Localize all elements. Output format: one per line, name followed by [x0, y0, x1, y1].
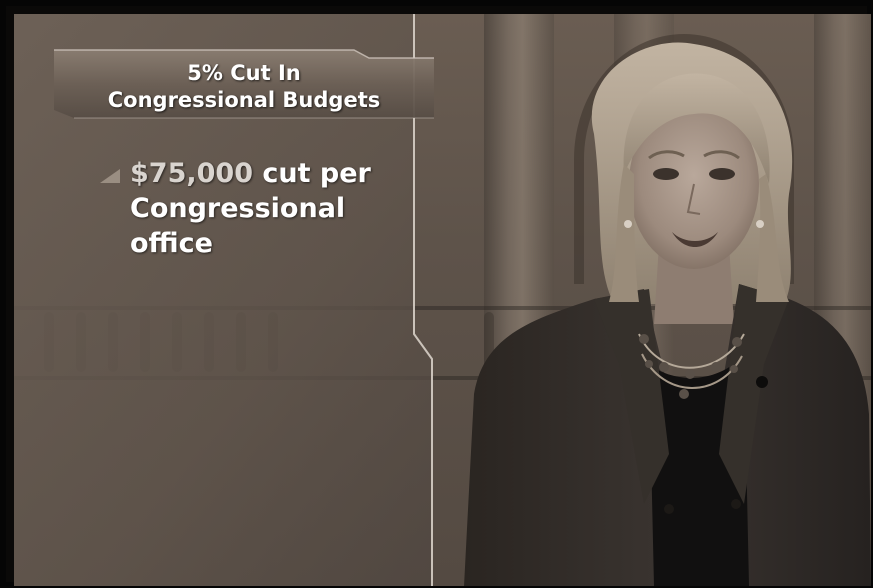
- bullet-amount: $75,000: [130, 158, 253, 189]
- bullet-line-1-rest: cut per: [252, 158, 371, 189]
- background-baluster: [484, 312, 494, 372]
- anchor-left-eye: [653, 168, 679, 180]
- graphic-panel-shape: [14, 14, 434, 586]
- anchor-left-lapel: [594, 289, 669, 504]
- headline-line-1: 5% Cut In: [187, 61, 301, 85]
- news-broadcast-scene: 5% Cut In Congressional Budgets $75,000 …: [14, 14, 871, 586]
- anchor-hair-side: [609, 164, 639, 302]
- anchor-mouth: [672, 232, 718, 247]
- anchor-necklace: [638, 333, 745, 369]
- background-railing: [14, 376, 871, 380]
- anchor-right-brow: [703, 150, 740, 160]
- bullet-line-3: office: [130, 228, 213, 259]
- lapel-microphone-icon: [756, 376, 768, 388]
- anchor-earring: [624, 220, 632, 228]
- anchor-left-brow: [648, 150, 685, 160]
- bullet-line-1: $75,000 cut per: [130, 156, 420, 191]
- bullet-line-2: Congressional: [130, 193, 346, 224]
- jacket-button: [664, 504, 674, 514]
- bullet-point: $75,000 cut per Congressional office: [130, 156, 420, 261]
- anchor-right-eye: [709, 168, 735, 180]
- anchor-necklace-beads: [639, 334, 742, 399]
- anchor-earring: [756, 220, 764, 228]
- anchor-hair-front: [623, 73, 770, 184]
- anchor-hair-side: [756, 174, 789, 302]
- anchor-nose: [686, 183, 701, 215]
- graphic-headline: 5% Cut In Congressional Budgets: [84, 60, 404, 114]
- background-railing: [14, 306, 871, 310]
- headline-line-2: Congressional Budgets: [107, 88, 381, 112]
- triangle-bullet-icon: [100, 169, 120, 183]
- jacket-button: [731, 499, 741, 509]
- news-anchor: [464, 42, 871, 586]
- news-graphic-panel: 5% Cut In Congressional Budgets $75,000 …: [14, 14, 454, 586]
